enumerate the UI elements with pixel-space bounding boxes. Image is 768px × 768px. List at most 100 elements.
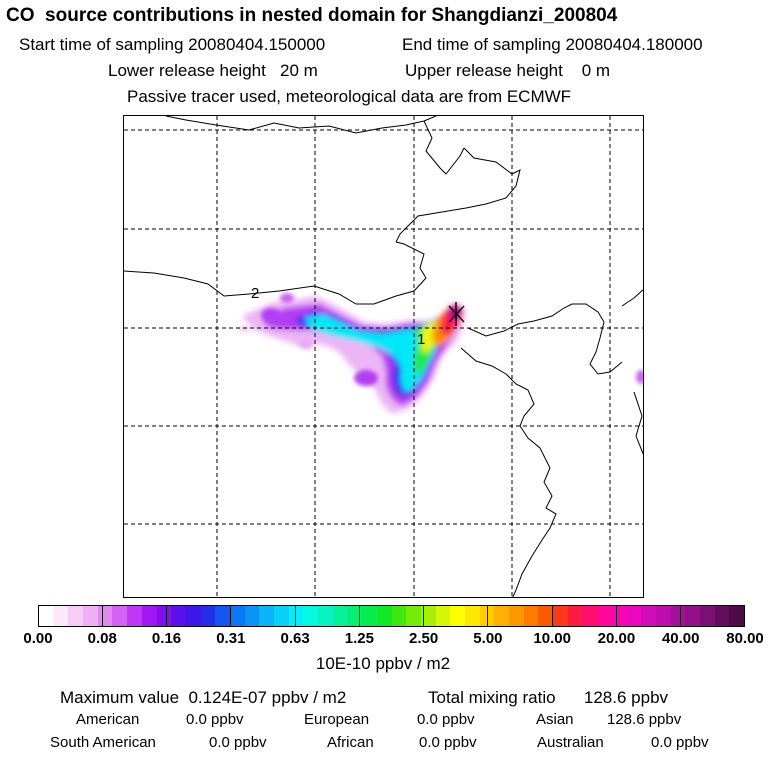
colorbar-tick-label: 5.00 [473,630,503,647]
plume-blob-west [261,308,281,322]
colorbar-segment [83,606,98,626]
lower-release-height: Lower release height 20 m [108,61,318,80]
colorbar-divider [166,605,168,627]
colorbar-segment [479,606,495,626]
colorbar-divider [680,605,682,627]
colorbar-segment [685,606,700,626]
colorbar-segment [406,606,421,626]
colorbar-segment [244,606,260,626]
asian-value: 128.6 ppbv [607,711,682,728]
colorbar-tick-label: 0.31 [216,630,246,647]
colorbar-segment [141,606,157,626]
total-mixing-ratio: Total mixing ratio 128.6 ppbv [428,688,669,707]
colorbar-segment [729,606,744,626]
colorbar-divider [487,605,489,627]
australian-label: Australian [537,734,604,751]
map-panel: 1 2 [123,115,644,598]
coastline-bay [460,347,557,597]
map-svg: 1 2 [124,116,643,597]
start-time-label: Start time of sampling 20080404.150000 [19,35,326,54]
colorbar-segment [156,606,172,626]
colorbar-segment [332,606,348,626]
plume-blob-small [299,339,313,349]
marker-label-2: 2 [251,285,259,302]
coastline-east [589,321,623,375]
american-label: American [76,711,140,728]
colorbar-segment [670,606,686,626]
colorbar-divider [230,605,232,627]
plume-fragments [238,293,643,386]
colorbar-divider [551,605,553,627]
marker-label-1: 1 [417,331,425,348]
colorbar-segment [655,606,671,626]
colorbar-segment [200,606,216,626]
colorbar-segment [523,606,539,626]
colorbar-divider [358,605,360,627]
colorbar-segment [303,606,319,626]
plume-blob-north [280,293,294,303]
plume-blob-east-edge [636,370,643,384]
colorbar-segment [259,606,274,626]
colorbar-segment [641,606,656,626]
colorbar-segment [611,606,627,626]
colorbar-segment [376,606,392,626]
concentration-plume [242,296,464,414]
plume-blob-south [354,370,378,386]
colorbar-segment [112,606,128,626]
south-american-label: South American [50,734,156,751]
colorbar-tick-label: 0.00 [23,630,53,647]
colorbar-unit: 10E-10 ppbv / m2 [315,654,451,673]
colorbar-segment [450,606,465,626]
colorbar-divider [423,605,425,627]
plume-cyan [304,314,448,392]
colorbar-segment [347,606,363,626]
colorbar-tick-label: 0.08 [87,630,117,647]
coastline-southeast [633,391,643,455]
colorbar-segment [185,606,201,626]
colorbar-segment [714,606,730,626]
colorbar-segment [597,606,612,626]
colorbar-segment [567,606,583,626]
max-value-label: Maximum value 0.124E-07 ppbv / m2 [60,688,347,707]
colorbar-segment [215,606,230,626]
border-inner [124,241,427,305]
european-value: 0.0 ppbv [417,711,475,728]
colorbar-segment [229,606,245,626]
colorbar-divider [101,605,103,627]
colorbar-divider [294,605,296,627]
coastline-north [165,116,437,134]
south-american-value: 0.0 ppbv [209,734,267,751]
plot-title: CO source contributions in nested domain… [6,5,618,26]
asian-label: Asian [536,711,574,728]
upper-release-height: Upper release height 0 m [405,61,611,80]
border-mongolia-north [395,147,521,243]
colorbar-segment [274,606,289,626]
colorbar-segment [53,606,69,626]
colorbar-segment [538,606,554,626]
colorbar-segment [435,606,451,626]
african-value: 0.0 ppbv [419,734,477,751]
border-northeast-edge [621,289,643,307]
coastlines [124,116,643,597]
tracer-note: Passive tracer used, meteorological data… [127,87,572,106]
colorbar-tick-label: 10.00 [533,630,571,647]
colorbar [38,605,745,627]
colorbar-segment [420,606,436,626]
graticule [124,116,643,597]
colorbar-segment [464,606,480,626]
border-east-a [467,303,605,337]
colorbar-tick-label: 0.63 [280,630,310,647]
australian-value: 0.0 ppbv [651,734,709,751]
colorbar-tick-label: 2.50 [409,630,439,647]
european-label: European [304,711,370,728]
colorbar-segment [391,606,407,626]
colorbar-segment [626,606,642,626]
colorbar-tick-label: 40.00 [661,630,700,647]
colorbar-divider [615,605,617,627]
colorbar-tick-label: 20.00 [597,630,636,647]
colorbar-segment [582,606,598,626]
colorbar-segment [494,606,509,626]
colorbar-segment [127,606,142,626]
colorbar-segment [362,606,377,626]
end-time-label: End time of sampling 20080404.180000 [402,35,703,54]
